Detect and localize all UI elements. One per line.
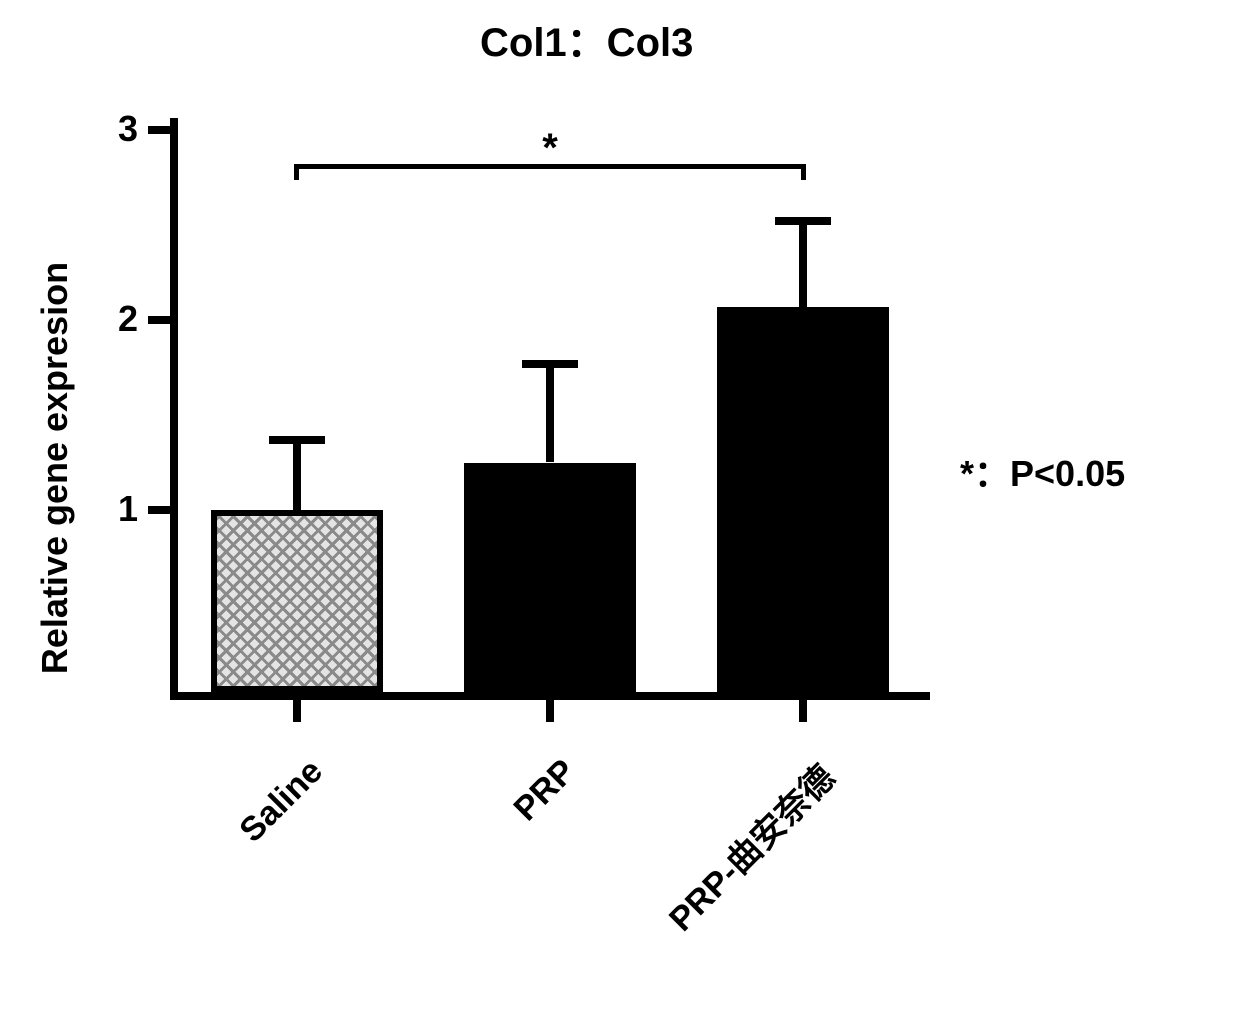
y-tick-label: 2 [78,298,138,340]
y-axis-label: Relative gene expresion [34,218,76,718]
y-tick [148,506,170,514]
error-cap [522,360,578,368]
error-cap [269,436,325,444]
x-tick [293,700,301,722]
bar [211,510,383,692]
error-cap [775,217,831,225]
p-value-note: *：P<0.05 [960,445,1125,497]
error-stem [293,440,301,510]
y-tick [148,126,170,134]
x-tick-label: Saline [232,752,330,850]
x-tick-label: PRP [507,752,584,829]
x-tick-labels: Saline PRP PRP-曲安奈德 [170,752,930,1012]
bar [464,463,636,693]
y-tick [148,316,170,324]
x-axis-line [170,692,930,700]
significance-star: * [520,126,580,171]
significance-drop [801,164,806,180]
error-stem [799,221,807,307]
x-tick [546,700,554,722]
plot-area: 123 * [170,130,930,700]
y-tick-label: 3 [78,108,138,150]
significance-drop [294,164,299,180]
y-axis-line [170,118,178,700]
y-tick-label: 1 [78,488,138,530]
error-stem [546,364,554,463]
bar [717,307,889,692]
chart-canvas: Col1：Col3 Relative gene expresion 123 * … [0,0,1240,979]
x-tick-label: PRP-曲安奈德 [656,752,844,940]
x-tick [799,700,807,722]
chart-title: Col1：Col3 [480,10,693,68]
